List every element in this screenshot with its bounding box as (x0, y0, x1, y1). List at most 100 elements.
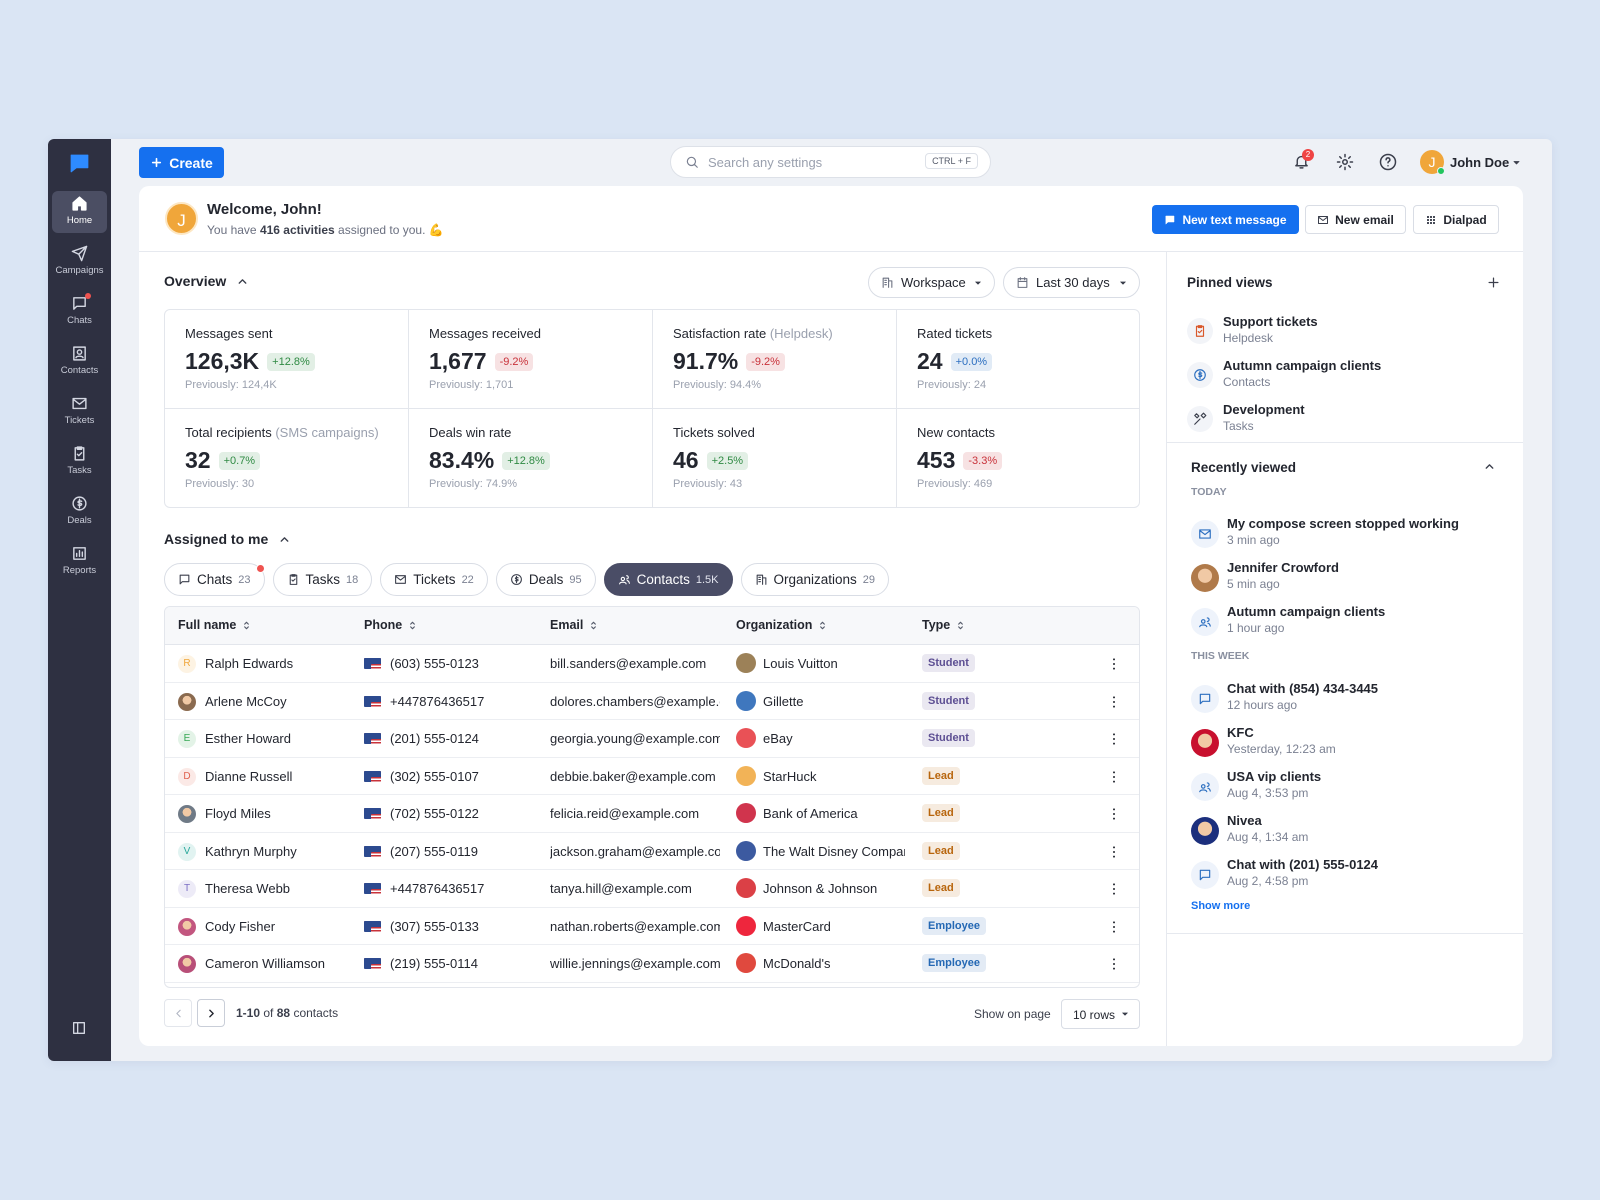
contact-name: Theresa Webb (205, 881, 291, 896)
stat-note: (SMS campaigns) (275, 425, 379, 440)
table-row[interactable]: Cameron Williamson (219) 555-0114 willie.j… (165, 945, 1139, 983)
prev-icon (176, 1009, 181, 1018)
recent-item[interactable]: Chat with (201) 555-0124 Aug 2, 4:58 pm (1191, 857, 1511, 895)
tab-icon (179, 574, 190, 585)
sidebar-item[interactable]: Tickets (52, 391, 107, 433)
stat-change: +12.8% (267, 352, 315, 371)
stat-label: Total recipients (SMS campaigns) (185, 425, 379, 440)
collapse-icon (1485, 464, 1494, 469)
sort-icon (820, 621, 826, 629)
shortcut-hint: CTRL + F (925, 153, 978, 169)
action-label: New text message (1182, 212, 1287, 227)
sidebar-item[interactable]: Deals (52, 491, 107, 533)
next-icon (209, 1009, 214, 1018)
flag (364, 845, 381, 857)
graphic (1318, 215, 1329, 224)
tab-icon (618, 575, 630, 585)
column-header[interactable]: Type (922, 618, 966, 632)
filter-dropdown[interactable]: Last 30 days (1003, 267, 1140, 298)
stat-label: New contacts (917, 425, 995, 440)
column-header[interactable]: Full name (178, 618, 252, 632)
table-row[interactable]: R Ralph Edwards (603) 555-0123 bill.sanders… (165, 645, 1139, 683)
stat-label-text: Total recipients (185, 425, 272, 440)
graphic (1199, 693, 1211, 705)
action-icon (1318, 215, 1329, 224)
contact-email: jackson.graham@example.com (550, 843, 720, 859)
sidebar-item[interactable]: Tasks (52, 441, 107, 483)
sidebar-item[interactable]: Campaigns (52, 241, 107, 283)
column-header[interactable]: Email (550, 618, 599, 632)
search-box[interactable]: Search any settings CTRL + F (670, 146, 991, 178)
contact-phone: (603) 555-0123 (390, 656, 479, 671)
recent-item[interactable]: My compose screen stopped working 3 min a… (1191, 516, 1511, 554)
table-row[interactable]: Arlene McCoy +447876436517 dolores.chamber… (165, 683, 1139, 720)
contact-avatar: R (178, 655, 196, 673)
column-header[interactable]: Phone (364, 618, 418, 632)
create-button[interactable]: Create (139, 147, 224, 178)
graphic (882, 277, 893, 288)
org-logo (736, 653, 756, 673)
recent-item[interactable]: Jennifer Crowford 5 min ago (1191, 560, 1511, 598)
welcome-title: Welcome, John! (207, 201, 322, 218)
stat-card: Tickets solved 46 +2.5% Previously: 43 (653, 409, 897, 507)
filter-caret (975, 281, 981, 285)
action-button[interactable]: New text message (1152, 205, 1299, 234)
contact-phone: (307) 555-0133 (390, 918, 479, 934)
type-badge: Employee (922, 916, 986, 935)
contact-organization: McDonald's (763, 956, 831, 971)
action-button[interactable]: Dialpad (1413, 205, 1499, 234)
table-row[interactable]: T Theresa Webb +447876436517 tanya.hill@exa… (165, 870, 1139, 908)
stat-value-row: 91.7% -9.2% (673, 348, 785, 375)
graphic (176, 1009, 181, 1018)
flag (364, 958, 381, 969)
row-menu (1113, 845, 1116, 858)
contact-name: Dianne Russell (205, 768, 293, 784)
tab[interactable]: Organizations 29 (740, 563, 890, 596)
table-row[interactable]: Floyd Miles (702) 555-0122 felicia.reid@ex… (165, 795, 1139, 833)
recent-item[interactable]: KFC Yesterday, 12:23 am (1191, 725, 1511, 763)
table-row[interactable]: D Dianne Russell (302) 555-0107 debbie.bake… (165, 758, 1139, 795)
type-badge: Student (922, 691, 975, 710)
rows-select[interactable]: 10 rows (1061, 999, 1140, 1029)
graphic (244, 621, 250, 629)
sidebar-item[interactable]: Home (52, 191, 107, 233)
tab[interactable]: Contacts 1.5K (603, 563, 733, 596)
column-header[interactable]: Organization (736, 618, 828, 632)
filter-dropdown[interactable]: Workspace (868, 267, 995, 298)
pinned-item[interactable]: Development Tasks (1187, 402, 1507, 440)
show-more-link[interactable]: Show more (1191, 900, 1251, 912)
recent-item[interactable]: Chat with (854) 434-3445 12 hours ago (1191, 681, 1511, 719)
sidebar-label: Deals (67, 515, 92, 526)
pinned-title: Autumn campaign clients (1223, 358, 1382, 373)
tab[interactable]: Deals 95 (495, 563, 596, 596)
recent-icon-bg (1191, 685, 1219, 713)
recent-item[interactable]: Autumn campaign clients 1 hour ago (1191, 604, 1511, 642)
sidebar-item[interactable]: Reports (52, 541, 107, 583)
table-row[interactable]: E Esther Howard (201) 555-0124 georgia.youn… (165, 720, 1139, 758)
sidebar-item[interactable]: Chats (52, 291, 107, 333)
stat-change: -9.2% (746, 352, 785, 371)
stat-card: Total recipients (SMS campaigns) 32 +0.7% P… (165, 409, 409, 507)
action-button[interactable]: New email (1305, 205, 1406, 234)
tab[interactable]: Tickets 22 (380, 563, 488, 596)
recent-icon (1199, 529, 1211, 539)
action-label: Dialpad (1443, 212, 1487, 227)
user-name[interactable]: John Doe (1450, 155, 1510, 170)
flag (364, 883, 381, 894)
prev-page[interactable] (164, 999, 192, 1027)
next-page[interactable] (197, 999, 225, 1027)
pinned-item[interactable]: Autumn campaign clients Contacts (1187, 358, 1507, 396)
stat-label: Messages sent (185, 326, 272, 341)
graphic (1120, 281, 1126, 285)
filter-caret (1120, 281, 1126, 285)
pinned-item[interactable]: Support tickets Helpdesk (1187, 314, 1507, 352)
recent-item[interactable]: USA vip clients Aug 4, 3:53 pm (1191, 769, 1511, 807)
table-row[interactable]: V Kathryn Murphy (207) 555-0119 jackson.gra… (165, 833, 1139, 870)
tab[interactable]: Tasks 18 (272, 563, 373, 596)
row-menu (1113, 920, 1116, 933)
table-row[interactable]: Cody Fisher (307) 555-0133 nathan.roberts@… (165, 908, 1139, 945)
tab-count: 18 (346, 573, 359, 586)
sidebar-item[interactable]: Contacts (52, 341, 107, 383)
recent-item[interactable]: Nivea Aug 4, 1:34 am (1191, 813, 1511, 851)
tab[interactable]: Chats 23 (164, 563, 265, 596)
